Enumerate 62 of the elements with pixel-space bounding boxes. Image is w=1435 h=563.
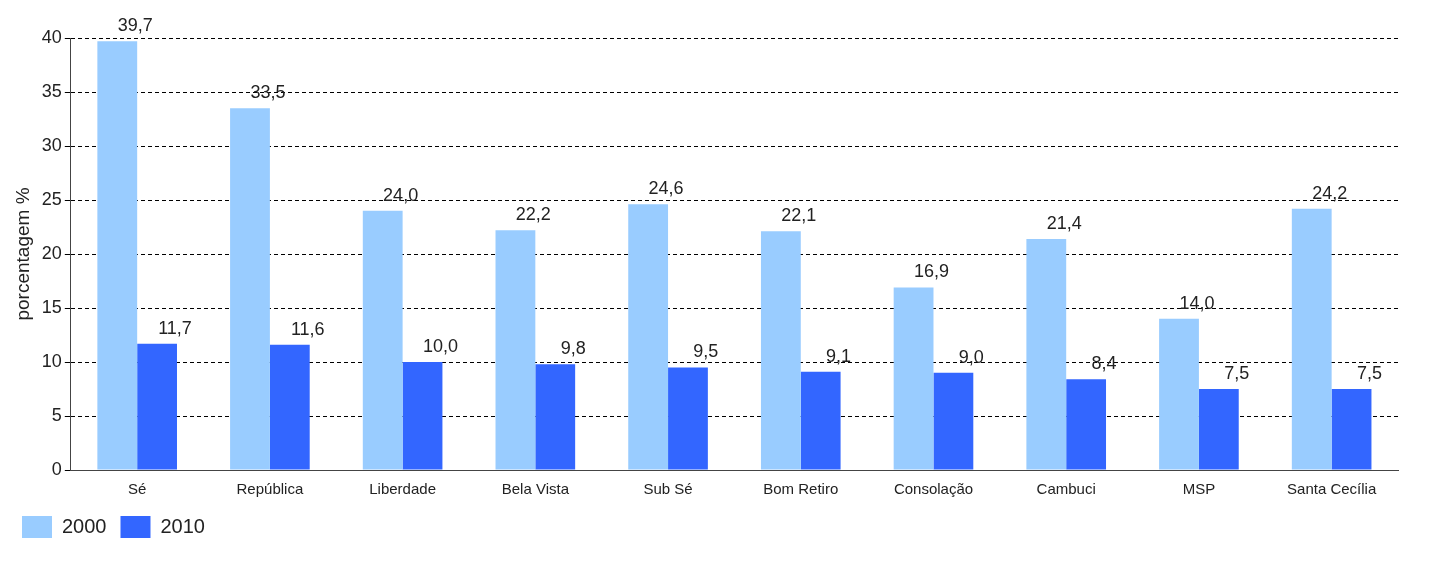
y-tick-label: 25 [41, 188, 62, 209]
bar [230, 108, 270, 470]
x-tick-label: Bom Retiro [763, 480, 839, 498]
data-label: 21,4 [1046, 212, 1082, 233]
bar [1066, 379, 1107, 470]
y-tick-label: 30 [41, 134, 62, 155]
data-label: 11,7 [158, 317, 192, 338]
bar [760, 231, 801, 470]
bar [402, 362, 443, 470]
bar [893, 287, 934, 470]
bar [137, 343, 177, 470]
data-label: 9,5 [693, 341, 719, 362]
bar [362, 210, 403, 470]
x-tick-label: Sub Sé [643, 480, 693, 498]
legend-label: 2000 [62, 514, 107, 537]
x-tick-label: Santa Cecília [1287, 480, 1377, 498]
data-label: 10,0 [422, 335, 458, 356]
data-label: 11,6 [290, 318, 325, 339]
y-tick-label: 0 [51, 458, 62, 479]
x-tick-label: Sé [128, 480, 147, 498]
x-tick-label: Bela Vista [501, 480, 570, 498]
x-tick-label: Consolação [893, 480, 974, 498]
data-label: 9,0 [958, 346, 984, 367]
x-tick-label: Liberdade [369, 480, 436, 498]
data-label: 24,6 [648, 178, 684, 199]
y-tick-label: 20 [41, 242, 62, 263]
data-label: 22,2 [515, 204, 551, 225]
data-label: 7,5 [1356, 362, 1382, 383]
x-tick-label: Cambuci [1036, 480, 1096, 498]
data-label: 33,5 [250, 82, 286, 103]
x-tick-label: MSP [1182, 480, 1216, 498]
bar [668, 367, 708, 470]
bar [269, 344, 310, 470]
bar [800, 371, 841, 470]
data-label: 22,1 [781, 205, 817, 226]
bar [97, 41, 138, 470]
y-tick-label: 5 [51, 404, 62, 425]
data-label: 9,8 [560, 338, 586, 359]
bar [1026, 238, 1067, 470]
bar [1331, 389, 1372, 470]
bar [535, 364, 576, 470]
y-tick-label: 40 [41, 26, 62, 47]
y-tick-label: 35 [41, 80, 62, 101]
bar [1198, 389, 1239, 470]
x-tick-label: República [236, 480, 304, 498]
data-label: 14,0 [1179, 292, 1215, 313]
bar [1159, 318, 1199, 470]
data-label: 24,0 [383, 184, 419, 205]
y-axis-title: porcentagem % [11, 187, 33, 321]
y-tick-label: 10 [41, 350, 62, 371]
bar [495, 230, 536, 470]
data-label: 7,5 [1224, 362, 1250, 383]
legend-label: 2010 [160, 514, 205, 537]
data-label: 16,9 [913, 261, 950, 282]
data-label: 39,7 [117, 15, 153, 36]
data-label: 24,2 [1312, 182, 1348, 203]
data-label: 9,1 [826, 345, 852, 366]
data-label: 8,4 [1091, 353, 1117, 374]
bar [1291, 208, 1332, 470]
y-tick-label: 15 [41, 296, 62, 317]
bar [933, 372, 974, 470]
bar [628, 204, 669, 470]
